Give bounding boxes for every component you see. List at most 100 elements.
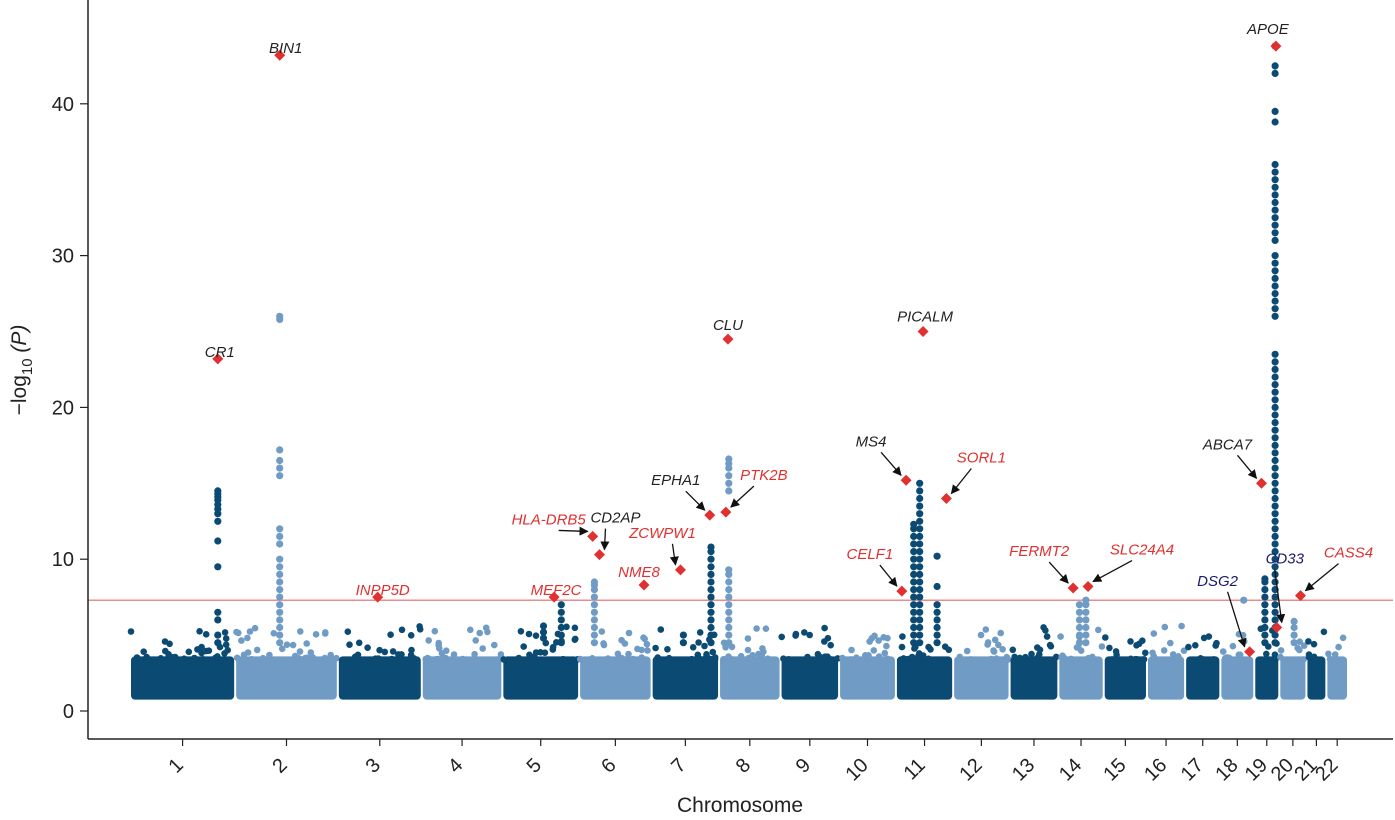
background-point bbox=[988, 656, 995, 663]
peak-point bbox=[557, 608, 565, 616]
x-tick-label-13: 13 bbox=[1008, 754, 1039, 785]
gene-marker-fermt2 bbox=[1067, 582, 1079, 594]
peak-point bbox=[1271, 601, 1279, 609]
background-point bbox=[442, 654, 449, 662]
x-tick-label-1: 1 bbox=[164, 754, 187, 777]
background-point bbox=[283, 641, 291, 648]
background-point bbox=[1089, 653, 1096, 661]
background-point bbox=[963, 647, 971, 655]
x-tick-label-17: 17 bbox=[1177, 754, 1208, 785]
background-point bbox=[785, 656, 792, 663]
gene-marker-ptk2b bbox=[720, 506, 732, 518]
background-point bbox=[881, 649, 889, 657]
peak-point bbox=[933, 601, 941, 609]
chromosome-band-1 bbox=[131, 656, 235, 700]
peak-point bbox=[1271, 464, 1279, 472]
background-point bbox=[1332, 656, 1339, 663]
background-point bbox=[294, 654, 302, 662]
background-point bbox=[900, 655, 907, 662]
x-tick-label-11: 11 bbox=[900, 754, 930, 784]
peak-point bbox=[1082, 596, 1090, 604]
peak-point bbox=[725, 631, 733, 639]
background-point bbox=[408, 646, 415, 654]
background-point bbox=[870, 647, 878, 654]
peak-point bbox=[1271, 487, 1279, 495]
peak-point bbox=[1271, 548, 1279, 556]
background-point bbox=[397, 656, 404, 663]
gene-label-cd33: CD33 bbox=[1266, 551, 1305, 568]
peak-point bbox=[1271, 540, 1279, 548]
background-point bbox=[821, 624, 828, 632]
peak-point bbox=[916, 479, 924, 487]
background-point bbox=[389, 648, 397, 655]
background-point bbox=[1212, 642, 1219, 649]
peak-point bbox=[539, 628, 548, 636]
background-point bbox=[744, 635, 752, 642]
background-point bbox=[199, 656, 207, 663]
background-point bbox=[372, 655, 379, 662]
x-tick-label-12: 12 bbox=[955, 754, 986, 785]
background-point bbox=[884, 655, 891, 663]
peak-point bbox=[1261, 593, 1269, 601]
background-point bbox=[657, 626, 665, 633]
gene-marker-cd33 bbox=[1271, 622, 1283, 634]
peak-point bbox=[276, 578, 284, 586]
peak-point bbox=[214, 639, 222, 647]
background-point bbox=[1067, 655, 1075, 663]
background-points bbox=[127, 622, 1347, 700]
peak-point bbox=[1082, 608, 1090, 616]
background-point bbox=[497, 651, 505, 658]
peak-point bbox=[276, 312, 284, 320]
gene-arrow-dsg2 bbox=[1226, 591, 1247, 648]
background-point bbox=[143, 653, 150, 661]
background-point bbox=[847, 656, 855, 663]
background-point bbox=[1095, 626, 1102, 634]
background-point bbox=[253, 646, 261, 654]
peak-point bbox=[910, 570, 918, 579]
background-point bbox=[1009, 646, 1017, 654]
peak-point bbox=[916, 517, 924, 525]
peak-point bbox=[910, 623, 918, 632]
peak-point bbox=[590, 639, 599, 647]
background-point bbox=[1310, 653, 1318, 661]
background-point bbox=[1277, 653, 1284, 661]
peak-point bbox=[916, 532, 924, 541]
peak-point bbox=[1082, 631, 1090, 639]
background-point bbox=[762, 625, 770, 632]
peak-point bbox=[1271, 206, 1279, 214]
peak-point bbox=[1271, 441, 1279, 449]
gene-label-inpp5d: INPP5D bbox=[356, 582, 410, 599]
background-point bbox=[424, 654, 431, 662]
background-point bbox=[467, 626, 474, 634]
peak-point bbox=[933, 552, 941, 560]
background-point bbox=[665, 654, 673, 662]
peak-point bbox=[910, 593, 918, 601]
background-point bbox=[644, 647, 651, 654]
chromosome-band-15 bbox=[1104, 656, 1146, 700]
peak-point bbox=[214, 487, 222, 495]
gene-marker-clu bbox=[722, 333, 734, 345]
peak-point bbox=[916, 502, 924, 510]
background-point bbox=[381, 648, 389, 656]
background-point bbox=[240, 656, 248, 663]
background-point bbox=[875, 637, 882, 644]
peak-point bbox=[1271, 373, 1279, 381]
background-point bbox=[248, 656, 255, 663]
gene-label-nme8: NME8 bbox=[618, 564, 660, 581]
peak-point bbox=[276, 446, 284, 454]
peak-point bbox=[1271, 510, 1279, 518]
background-point bbox=[1108, 656, 1116, 663]
peak-point bbox=[933, 616, 941, 624]
background-point bbox=[344, 628, 352, 635]
background-point bbox=[571, 636, 579, 643]
background-point bbox=[214, 653, 221, 660]
background-point bbox=[1168, 655, 1176, 663]
background-point bbox=[532, 632, 540, 639]
peak-point bbox=[1290, 631, 1298, 639]
peak-point bbox=[1271, 517, 1279, 525]
y-tick-label-30: 30 bbox=[52, 246, 74, 268]
gene-label-zcwpw1: ZCWPW1 bbox=[628, 525, 696, 542]
background-point bbox=[1016, 654, 1024, 662]
background-point bbox=[984, 641, 991, 648]
